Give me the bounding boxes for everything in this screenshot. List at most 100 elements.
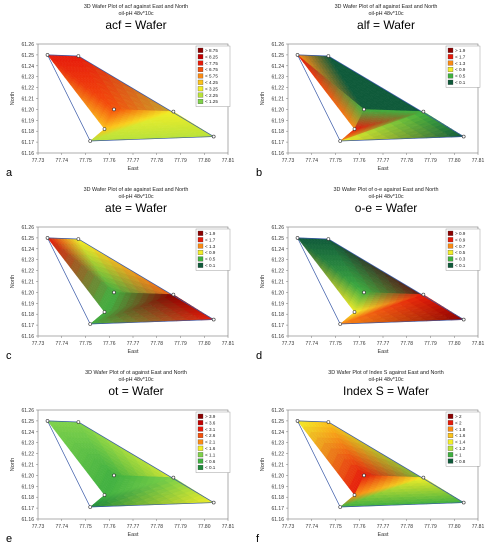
panel-subtitle: oil-pH 48v*10c: [368, 11, 403, 17]
y-tick-label: 61.24: [271, 247, 284, 253]
sample-point: [45, 419, 50, 423]
legend-swatch: [197, 79, 204, 85]
legend-label: < 0.1: [205, 465, 216, 470]
y-tick-label: 61.24: [271, 430, 284, 436]
surface-cell: [297, 237, 305, 246]
y-tick-label: 61.18: [271, 129, 284, 135]
wafer-surface: [296, 237, 465, 325]
legend-swatch: [447, 262, 454, 268]
y-tick-label: 61.23: [21, 258, 34, 264]
x-axis-label: East: [377, 532, 388, 538]
surface-cell: [404, 110, 412, 114]
surface-cell: [177, 118, 191, 123]
surface-cell: [350, 98, 358, 107]
legend-swatch: [447, 250, 454, 255]
y-tick-label: 61.17: [271, 140, 284, 146]
sample-point: [102, 310, 107, 314]
x-tick-label: 77.73: [32, 524, 45, 530]
x-tick-label: 77.73: [32, 341, 45, 347]
legend-swatch: [197, 433, 204, 438]
y-tick-label: 61.18: [21, 495, 34, 501]
legend-swatch: [197, 92, 204, 98]
legend-swatch: [197, 60, 204, 66]
surface-cell: [136, 110, 144, 113]
y-tick-label: 61.25: [21, 419, 34, 425]
panel-title-top: 3D Wafer Plot of ate against East and No…: [84, 187, 189, 193]
legend-label: < 2: [455, 420, 462, 425]
sample-point: [171, 109, 176, 114]
surface-cell: [317, 71, 325, 79]
surface-cell: [408, 113, 417, 117]
panel-title-top: 3D Wafer Plot of Index S against East an…: [328, 370, 443, 376]
x-tick-label: 77.80: [448, 524, 461, 530]
surface-cell: [373, 121, 383, 126]
sample-point: [88, 322, 92, 326]
surface-cell: [394, 116, 403, 120]
legend-label: > 2: [455, 414, 462, 419]
surface-cell: [100, 98, 108, 107]
y-tick-label: 61.19: [271, 484, 284, 490]
x-tick-label: 77.73: [32, 158, 45, 164]
legend-label: < 4.25: [205, 80, 218, 85]
sample-point: [326, 420, 331, 424]
y-tick-label: 61.17: [271, 506, 284, 512]
panel-main-title: ate = Wafer: [105, 201, 167, 215]
surface-cell: [67, 254, 75, 262]
surface-cell: [47, 237, 55, 246]
wafer-surface: [46, 237, 215, 325]
legend-label: < 0.7: [455, 244, 466, 249]
legend-label: < 7.75: [205, 61, 218, 66]
x-axis-label: East: [377, 166, 388, 172]
x-tick-label: 77.74: [305, 341, 318, 347]
x-tick-label: 77.77: [377, 158, 390, 164]
surface-cell: [380, 292, 388, 296]
wafer-panel-f: 3D Wafer Plot of Index S against East an…: [256, 370, 484, 545]
surface-cell: [169, 296, 183, 301]
surface-cell: [137, 118, 146, 122]
surface-cell: [144, 299, 153, 303]
panel-subtitle: oil-pH 48v*10c: [368, 194, 403, 200]
y-tick-label: 61.25: [21, 53, 34, 59]
legend-label: < 5.75: [205, 74, 218, 79]
legend-label: < 1.2: [455, 446, 466, 451]
legend-label: < 0.9: [455, 237, 466, 242]
sample-point: [421, 109, 426, 114]
surface-cell: [386, 110, 394, 113]
y-axis-label: North: [260, 458, 266, 471]
panel-subtitle: oil-pH 48v*10c: [118, 194, 153, 200]
panel-letter: d: [256, 350, 262, 362]
surface-cell: [173, 299, 187, 303]
y-tick-label: 61.16: [21, 517, 34, 523]
surface-cell: [160, 110, 168, 114]
x-tick-label: 77.77: [127, 341, 140, 347]
x-tick-label: 77.73: [282, 341, 295, 347]
x-tick-label: 77.75: [329, 158, 342, 164]
surface-cell: [142, 110, 150, 113]
surface-cell: [410, 110, 418, 114]
sample-point: [338, 139, 342, 143]
sample-point: [112, 473, 116, 478]
surface-cell: [330, 265, 338, 273]
surface-cell: [80, 265, 88, 273]
y-tick-label: 61.24: [21, 247, 34, 253]
surface-cell: [116, 306, 126, 310]
sample-point: [461, 500, 466, 505]
surface-cell: [137, 301, 146, 305]
surface-cell: [337, 270, 345, 279]
legend-swatch: [447, 47, 454, 53]
legend-label: < 0.1: [205, 263, 216, 268]
y-tick-label: 61.17: [21, 323, 34, 329]
x-tick-label: 77.80: [198, 341, 211, 347]
surface-cell: [404, 293, 412, 297]
surface-cell: [337, 87, 345, 96]
surface-cell: [304, 60, 312, 69]
legend-swatch: [197, 54, 204, 60]
surface-cell: [343, 275, 351, 284]
x-tick-label: 77.74: [55, 341, 68, 347]
legend-swatch: [447, 458, 454, 464]
y-tick-label: 61.23: [271, 75, 284, 81]
legend-label: < 2.25: [205, 93, 218, 98]
legend-swatch: [197, 452, 204, 458]
legend-label: < 3.6: [205, 420, 216, 425]
legend-label: < 0.9: [205, 250, 216, 255]
